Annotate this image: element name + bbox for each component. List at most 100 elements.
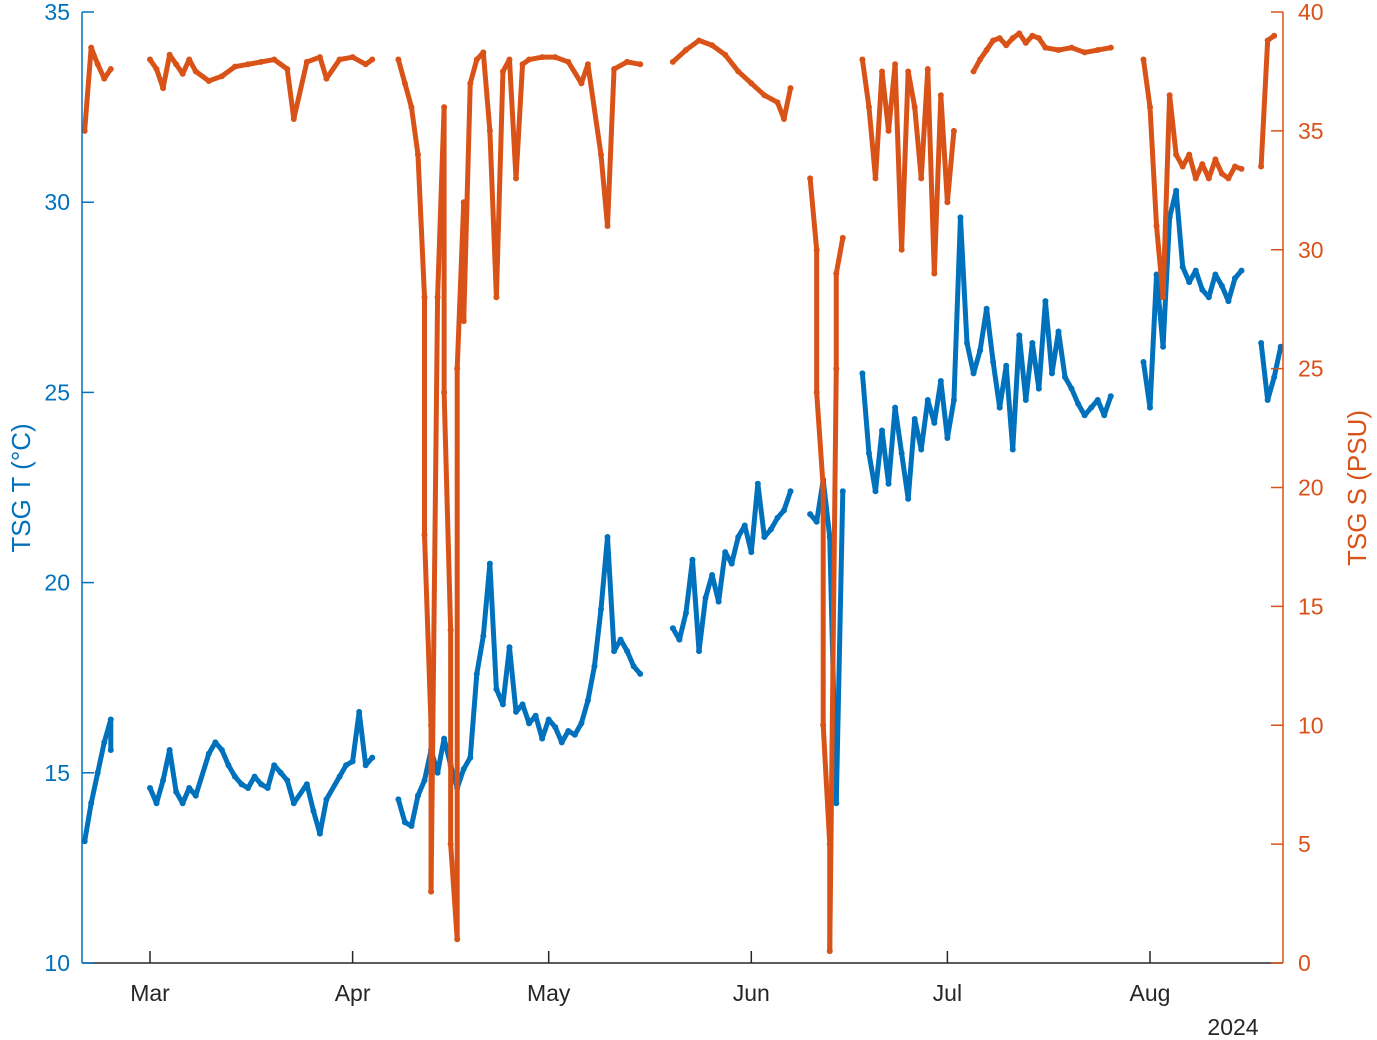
series-segment [820,722,833,847]
y-left-tick-label: 25 [44,379,70,405]
series-segment [1147,104,1160,229]
data-point [637,61,644,68]
data-point [1238,165,1245,172]
series-segment [938,378,950,441]
axes-layer: 10 15 20 25 30 35 0 5 10 15 20 25 30 35 40 Mar Apr May Jun… [44,0,1323,1006]
series-segment [918,397,931,452]
series-segment [402,80,414,110]
y-right-tick-label: 20 [1298,475,1324,501]
series-segment [82,800,94,844]
y-right-tick-label: 25 [1298,356,1324,382]
series-segment [938,92,950,205]
y-right-tick-label: 35 [1298,118,1324,144]
series-segment [428,294,441,895]
series-segment [284,66,297,122]
series-layer [81,30,1284,955]
x-tick-label: Aug [1130,980,1171,1006]
series-segment [872,68,885,181]
salinity-series [81,30,1278,955]
y-right-tick-label: 10 [1298,712,1324,738]
series-segment [565,59,584,86]
series-segment [689,557,702,654]
data-point [1107,44,1114,51]
data-point [637,670,644,677]
series-segment [1193,268,1205,293]
series-segment [317,54,329,82]
y-right-tick-label: 15 [1298,593,1324,619]
series-segment [951,214,963,403]
series-segment [957,214,970,346]
series-segment [480,49,493,134]
series-segment [578,698,591,726]
series-segment [1160,92,1173,300]
series-segment [807,175,820,253]
data-point [1238,267,1245,274]
series-segment [422,532,434,728]
series-segment [814,389,826,490]
y-left-tick-label: 15 [44,760,70,786]
series-segment [605,534,617,654]
series-segment [323,774,343,802]
series-segment [1186,152,1199,181]
data-point [839,234,846,241]
data-point [1271,32,1278,39]
series-segment [1055,329,1068,380]
series-segment [1140,57,1153,110]
series-segment [291,781,310,806]
series-segment [291,59,310,122]
series-segment [905,416,918,502]
series-segment [317,796,329,837]
data-point [1107,393,1114,400]
series-segment [1042,298,1055,376]
y-left-tick-label: 10 [44,950,70,976]
data-point [787,488,794,495]
series-segment [833,488,846,806]
series-segment [441,389,454,633]
series-segment [729,534,741,567]
series-segment [474,633,486,677]
series-segment [323,57,343,82]
x-tick-label: May [527,980,571,1006]
series-segment [461,80,473,324]
series-segment [487,561,499,692]
series-segment [415,152,428,300]
series-segment [984,306,996,365]
x-tick-label: Jun [733,980,770,1006]
series-segment [859,370,872,456]
series-segment [676,610,689,643]
data-point [107,66,114,73]
series-segment [1258,38,1271,170]
y-right-title: TSG S (PSU) [1342,410,1372,566]
series-segment [408,104,421,158]
series-segment [160,52,173,91]
x-tick-label: Apr [335,980,371,1006]
series-segment [356,709,369,768]
series-segment [716,549,728,605]
temperature-series [81,187,1284,845]
series-segment [886,405,898,487]
series-segment [1160,214,1173,350]
y-right-tick-label: 0 [1298,950,1311,976]
series-segment [1173,188,1186,270]
y-left-tick-label: 20 [44,570,70,596]
series-segment [1225,275,1238,304]
data-point [950,127,957,134]
series-segment [971,348,983,376]
series-segment [1271,344,1284,380]
series-segment [605,66,617,229]
series-segment [395,796,408,825]
series-segment [899,68,911,253]
series-segment [931,92,944,277]
series-segment [1265,374,1277,403]
series-segment [88,770,101,806]
series-segment [284,777,297,806]
x-tick-label: Mar [130,980,170,1006]
series-segment [859,57,872,110]
series-segment [265,762,277,791]
data-point [369,56,376,63]
y-right-tick-label: 5 [1298,831,1311,857]
y-left-tick-label: 30 [44,189,70,215]
series-segment [585,61,604,158]
series-segment [395,57,408,86]
